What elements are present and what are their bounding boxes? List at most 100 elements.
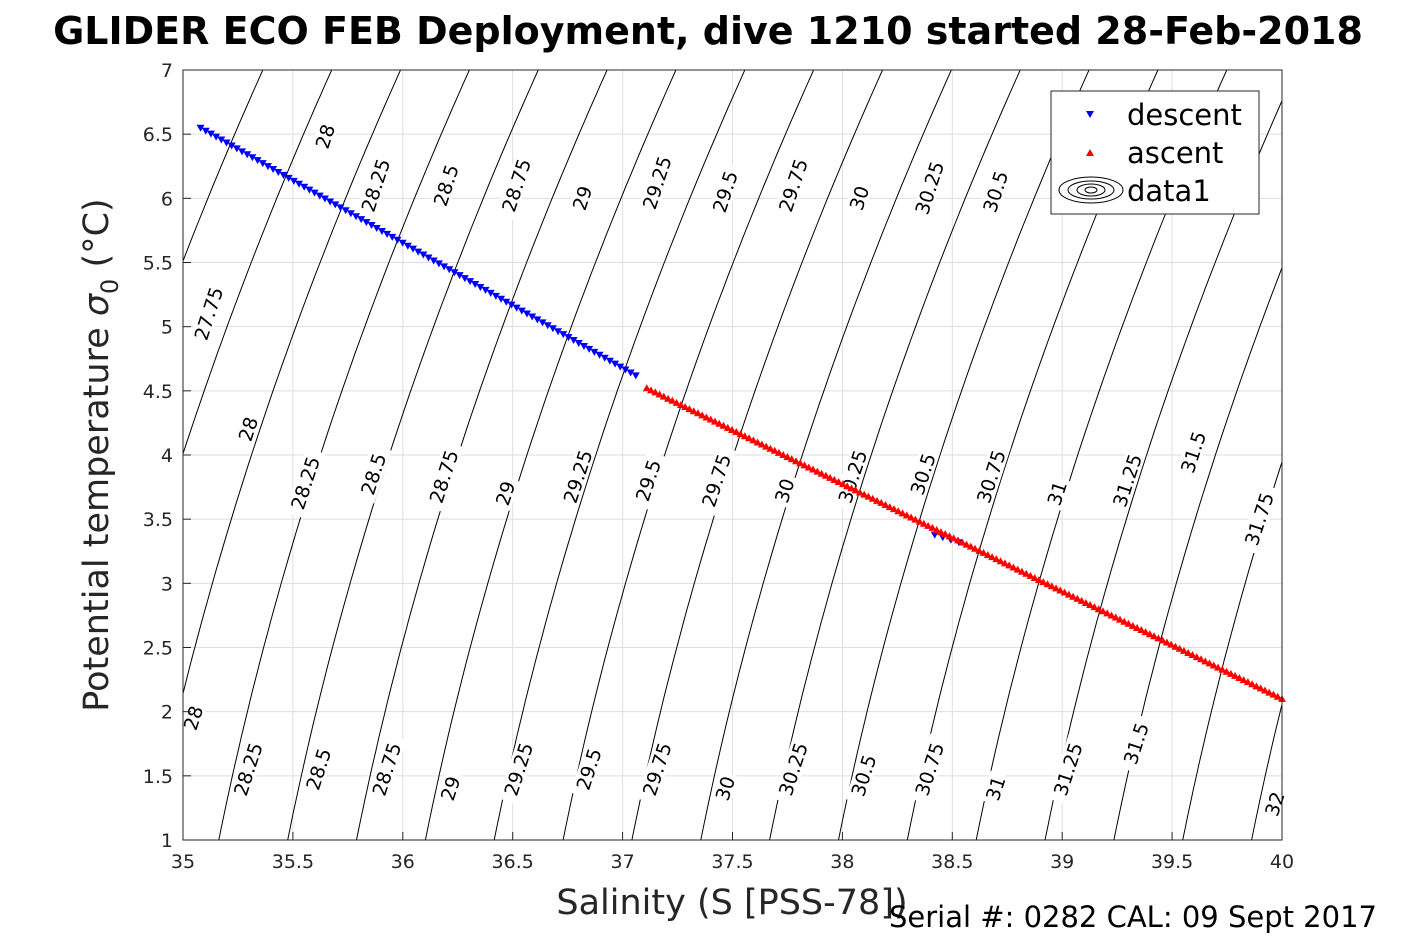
- ascent-point: [672, 398, 681, 406]
- descent-point: [232, 145, 241, 153]
- descent-point: [600, 354, 609, 362]
- y-tick-label: 1: [161, 830, 173, 852]
- ascent-point: [715, 419, 724, 427]
- contour-label-bg: [1047, 733, 1088, 805]
- contour-label-bg: [710, 770, 740, 807]
- descent-point: [398, 239, 407, 247]
- contour-label-bg: [629, 450, 667, 510]
- ascent-point: [936, 528, 945, 536]
- descent-point: [409, 245, 418, 253]
- ascent-point: [1073, 594, 1082, 602]
- ascent-point: [1030, 573, 1039, 581]
- x-axis-ticks: 35 35.5 36 36.5 37 37.5 38 38.5 39 39.5 40: [171, 832, 1294, 873]
- ascent-point: [855, 488, 864, 496]
- descent-point: [626, 369, 635, 377]
- descent-point: [320, 195, 329, 203]
- contour-label-bg: [300, 739, 337, 799]
- descent-point: [258, 160, 267, 168]
- descent-point: [481, 286, 490, 294]
- x-tick-label: 39: [1050, 851, 1074, 873]
- descent-point: [507, 301, 516, 309]
- ascent-point: [1128, 621, 1137, 629]
- ascent-point: [693, 409, 702, 417]
- legend-descent-marker: [1086, 111, 1094, 118]
- contour-label-bg: [844, 180, 874, 216]
- x-tick-label: 35: [171, 851, 195, 873]
- ascent-point: [728, 425, 737, 433]
- ascent-point: [685, 405, 694, 413]
- ascent-point: [1218, 665, 1227, 673]
- descent-point: [201, 127, 210, 135]
- ascent-point: [766, 444, 775, 452]
- ascent-point: [647, 386, 656, 394]
- descent-point: [367, 222, 376, 230]
- contour-label-bg: [490, 475, 520, 511]
- ascent-point: [1184, 648, 1193, 656]
- descent-point: [310, 189, 319, 197]
- ascent-point: [796, 459, 805, 467]
- descent-point: [383, 230, 392, 238]
- ascent-point: [689, 407, 698, 415]
- descent-point: [631, 372, 640, 380]
- ascent-point: [1141, 628, 1150, 636]
- y-tick-label: 5.5: [143, 253, 173, 275]
- legend: descent ascent data1: [1050, 90, 1260, 215]
- ascent-point: [1209, 661, 1218, 669]
- ascent-point: [1167, 640, 1176, 648]
- legend-contour-icon: [1058, 176, 1124, 204]
- contour-label-bg: [773, 149, 814, 221]
- legend-data1-label: data1: [1127, 174, 1211, 208]
- ascent-point: [911, 515, 920, 523]
- ascent-point: [1111, 613, 1120, 621]
- descent-point: [538, 319, 547, 327]
- descent-point: [569, 337, 578, 345]
- ascent-point: [1103, 609, 1112, 617]
- descent-point: [274, 168, 283, 176]
- ascent-point: [898, 509, 907, 517]
- legend-box: [1050, 90, 1260, 215]
- descent-point: [585, 345, 594, 353]
- ascent-point: [749, 436, 758, 444]
- ascent-point: [983, 551, 992, 559]
- contour-label-bg: [233, 411, 263, 447]
- descent-point: [305, 186, 314, 194]
- contour-label-bg: [770, 472, 799, 509]
- descent-point: [564, 334, 573, 342]
- ascent-point: [1196, 655, 1205, 663]
- x-tick-label: 38: [830, 851, 854, 873]
- y-tick-label: 3: [161, 573, 173, 595]
- descent-point: [393, 236, 402, 244]
- ascent-point: [664, 394, 673, 402]
- ascent-point: [817, 469, 826, 477]
- ascent-point: [804, 463, 813, 471]
- ascent-point: [971, 544, 980, 552]
- contour-label-bg: [188, 278, 229, 349]
- contour-line: [1182, 460, 1282, 840]
- contour-label-bg: [435, 770, 465, 807]
- contour-line: [183, 70, 264, 263]
- ascent-point: [1043, 580, 1052, 588]
- contour-label-bg: [355, 149, 396, 221]
- descent-point: [403, 242, 412, 250]
- ascent-point: [757, 440, 766, 448]
- descent-point: [465, 278, 474, 286]
- ascent-point: [1056, 586, 1065, 594]
- descent-point: [315, 192, 324, 200]
- ascent-point: [1171, 642, 1180, 650]
- descent-point: [331, 201, 340, 209]
- ascent-point: [1133, 623, 1142, 631]
- ascent-point: [864, 492, 873, 500]
- y-tick-label: 6.5: [143, 124, 173, 146]
- serial-cal-text: Serial #: 0282 CAL: 09 Sept 2017: [889, 900, 1377, 934]
- ascent-point: [881, 500, 890, 508]
- ascent-point: [958, 538, 967, 546]
- ascent-point: [1120, 617, 1129, 625]
- ascent-point: [1077, 596, 1086, 604]
- descent-point: [579, 342, 588, 350]
- x-tick-label: 38.5: [931, 851, 973, 873]
- ascent-point: [1094, 605, 1103, 613]
- ascent-point: [642, 384, 651, 392]
- descent-point: [419, 251, 428, 259]
- descent-point: [206, 130, 215, 138]
- ascent-point: [1086, 601, 1095, 609]
